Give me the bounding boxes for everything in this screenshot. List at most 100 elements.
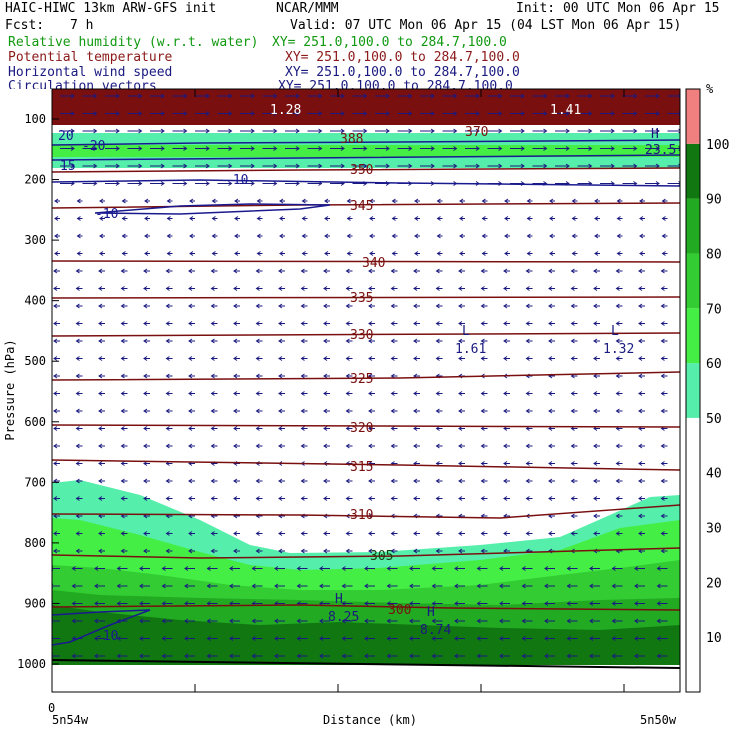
wind-vector-head	[413, 426, 418, 431]
wind-vector-head	[570, 286, 575, 291]
theta-contours	[52, 167, 680, 669]
wind-vector-head	[638, 408, 643, 414]
wind-vector-head	[656, 601, 661, 606]
wind-vector-head	[184, 618, 189, 624]
wind-vector-head	[345, 321, 350, 326]
wind-vector-head	[390, 391, 395, 396]
wind-vector-head	[273, 111, 278, 116]
wind-vector-head	[610, 146, 615, 151]
wind-vector-head	[188, 303, 193, 309]
wind-vector-head	[454, 636, 459, 641]
wind-vector-head	[250, 163, 255, 169]
wind-vector-head	[548, 391, 553, 396]
wind-vector-head	[233, 443, 238, 449]
wind-vector-head	[323, 356, 328, 361]
wind-vector-head	[161, 636, 166, 641]
wind-vector-head	[138, 93, 143, 99]
x-axis-title: Distance (km)	[323, 713, 417, 727]
y-axis: 100 200 300 400 500 600 700 800 900 1000	[17, 112, 59, 671]
wind-vector-head	[385, 111, 390, 116]
wind-vector-head	[188, 408, 193, 414]
wind-vector-head	[548, 496, 553, 501]
wind-vector-head	[588, 128, 593, 134]
wind-vector-head	[98, 286, 103, 291]
wind-vector-head	[570, 408, 575, 414]
wind-vector-head	[94, 566, 99, 571]
wind-vector-head	[250, 128, 255, 134]
wind-vector-head	[345, 303, 350, 309]
wind-vector-head	[458, 461, 463, 466]
wind-vector-head	[386, 566, 391, 571]
colorbar-band	[686, 143, 700, 199]
wind-vector-head	[476, 566, 481, 571]
wind-vector-head	[188, 426, 193, 431]
wind-vector-head	[453, 93, 458, 99]
wind-vector-head	[210, 391, 215, 396]
wind-vector-head	[414, 251, 419, 256]
wind-vector-head	[76, 216, 81, 221]
wind-vector-head	[53, 338, 58, 344]
wind-vector-head	[543, 128, 548, 134]
wind-vector-head	[408, 146, 413, 151]
wind-vector-head	[296, 566, 301, 571]
wind-vector-head	[75, 443, 80, 449]
wind-vector-head	[504, 251, 509, 256]
wind-vector-head	[183, 93, 188, 99]
wind-vector-head	[634, 653, 639, 659]
wind-vector-head	[278, 268, 283, 274]
wind-vector-head	[570, 338, 575, 344]
theta-label-335: 335	[350, 291, 373, 306]
wind-vector-head	[165, 373, 170, 379]
colorbar-tick-label: 100	[706, 138, 729, 153]
wind-vector-head	[656, 566, 661, 571]
wind-vector-head	[476, 601, 481, 606]
wind-vector-head	[301, 233, 306, 239]
wind-vector-head	[165, 548, 170, 554]
wind-vector-head	[160, 163, 165, 169]
wind-vector-head	[548, 531, 553, 536]
wind-vector-head	[98, 356, 103, 361]
wind-vector-head	[480, 443, 485, 449]
wind-vector-head	[480, 496, 485, 501]
wind-vector-head	[116, 618, 121, 624]
wind-vector-head	[431, 618, 436, 624]
wind-vector-head	[638, 443, 643, 449]
wind-vector-head	[566, 601, 571, 606]
wind-vector-head	[318, 163, 323, 169]
wind-vector-head	[53, 548, 58, 554]
wind-vector-head	[548, 443, 553, 449]
wind-vector-head	[544, 566, 549, 571]
wind-vector-head	[53, 443, 58, 449]
wind-vector-head	[229, 653, 234, 659]
wind-vector-head	[206, 636, 211, 641]
wind-vector-head	[255, 356, 260, 361]
colorbar-tick-label: 80	[706, 247, 722, 262]
wind-vector-head	[543, 163, 548, 169]
wind-vector-head	[160, 128, 165, 134]
wind-vector-head	[99, 198, 104, 204]
circulation-vectors	[52, 93, 680, 659]
wind-vector-head	[565, 111, 570, 116]
wind-vector-head	[210, 548, 215, 554]
wind-vector-head	[318, 146, 323, 151]
wind-vector-head	[633, 128, 638, 134]
wind-vector-head	[165, 478, 170, 484]
wind-vector-head	[454, 653, 459, 659]
wind-vector-head	[345, 548, 350, 554]
wind-vector-head	[71, 653, 76, 659]
wind-vector-head	[611, 636, 616, 641]
wind-vector-head	[499, 618, 504, 624]
wind-vector-head	[75, 478, 80, 484]
wind-vector-head	[593, 443, 598, 449]
wind-vector-head	[274, 618, 279, 624]
wind-vector-head	[318, 93, 323, 99]
wind-vector-head	[589, 601, 594, 606]
wind-vector-head	[54, 216, 59, 221]
wind-vector-head	[521, 636, 526, 641]
wind-vector-head	[228, 181, 233, 186]
wind-vector-head	[94, 636, 99, 641]
wind-vector-head	[98, 478, 103, 484]
wind-vector-head	[94, 618, 99, 624]
wind-vector-head	[363, 146, 368, 151]
wind-vector-head	[566, 636, 571, 641]
